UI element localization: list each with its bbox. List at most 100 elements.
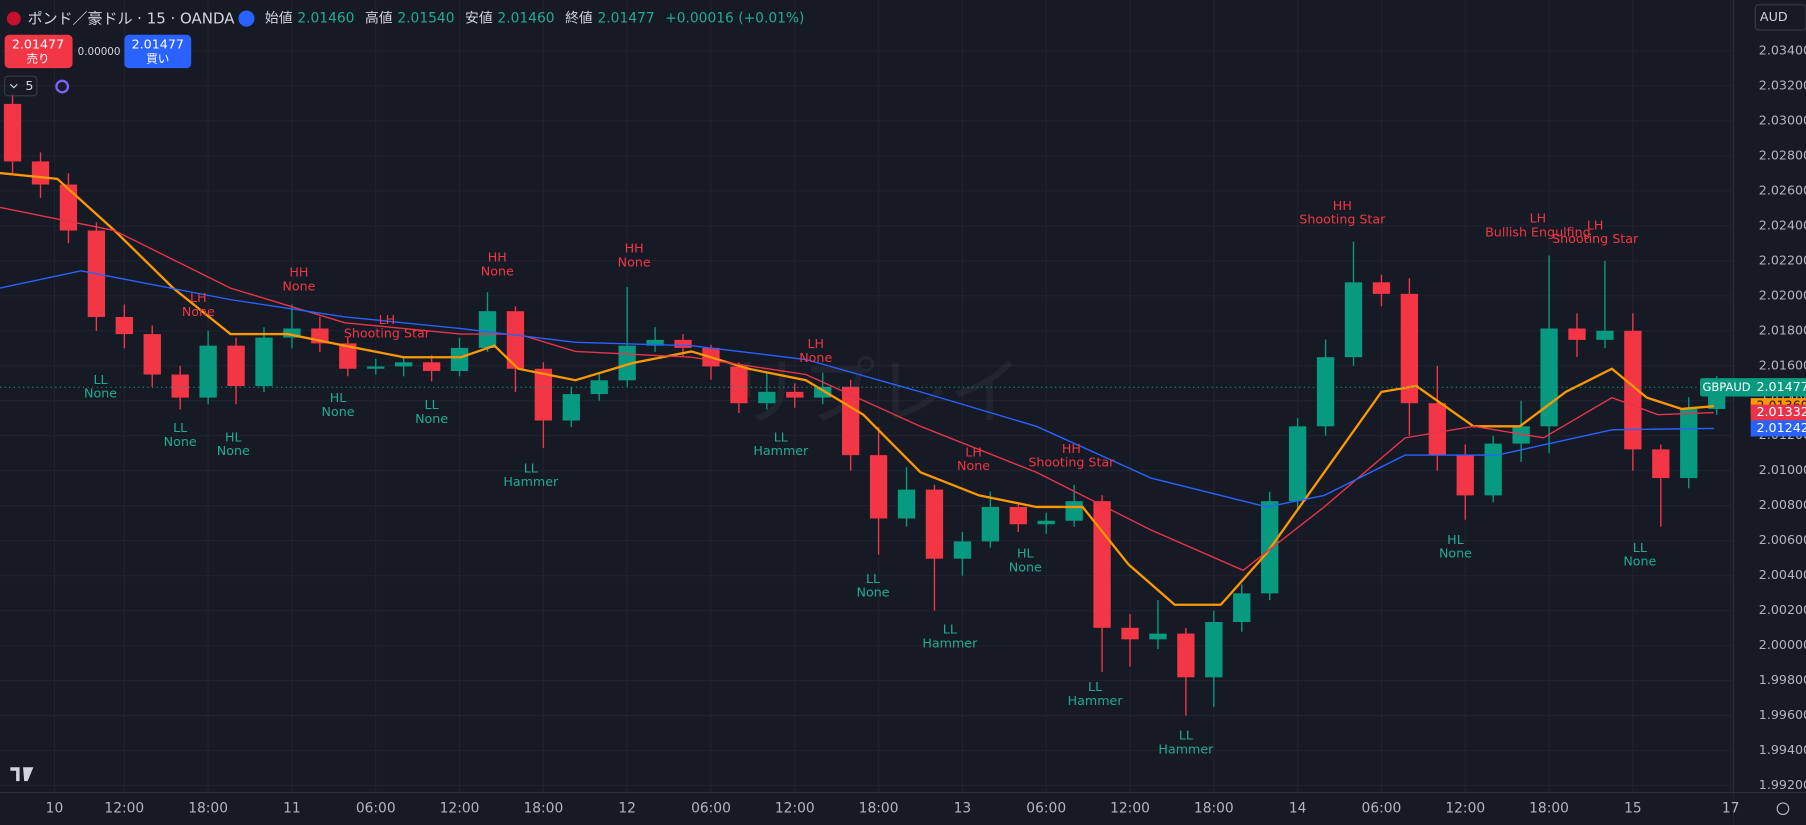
pivot-label: HH (1333, 198, 1352, 213)
ma-tag-label: 2.01242 (1756, 420, 1806, 435)
candle-body (1568, 328, 1586, 340)
ma-tag-label: 2.01332 (1756, 404, 1806, 419)
pattern-label: Shooting Star (1552, 231, 1639, 246)
plot-area: LLNoneLLNoneLHNoneHLNoneHHNoneHLNoneLHSh… (0, 94, 1734, 756)
ma-tag (1750, 404, 1806, 421)
candle-body (1316, 357, 1335, 427)
watermark: リプレイ (728, 351, 1023, 436)
candle-body (925, 489, 944, 559)
y-tick-label: 2.01000 (1759, 462, 1806, 477)
candle-body (1233, 593, 1251, 623)
buy-button[interactable] (124, 34, 192, 69)
ma-tag (1750, 420, 1806, 437)
y-tick-label: 2.00800 (1759, 497, 1806, 512)
logo[interactable] (10, 767, 34, 782)
pattern-label: Shooting Star (1028, 455, 1115, 470)
candle-body (450, 347, 469, 372)
pattern-label: None (415, 411, 448, 426)
pivot-label: LL (1633, 540, 1647, 555)
candle-body (674, 339, 692, 348)
x-tick-label: 12 (618, 801, 636, 817)
x-tick-label: 06:00 (1026, 801, 1066, 817)
spread: 0.00000 (78, 46, 121, 58)
pivot-label: HL (225, 429, 242, 444)
x-tick-label: 18:00 (859, 801, 899, 817)
candle-body (1484, 443, 1502, 496)
value: 2.01460 (497, 11, 554, 27)
pivot-label: LL (94, 372, 108, 387)
candle-body (227, 345, 245, 387)
candle-body (1205, 622, 1223, 678)
x-tick-label: 15 (1624, 801, 1642, 817)
label: 終値 (565, 11, 593, 27)
x-tick-label: 12:00 (1110, 801, 1150, 817)
y-tick-label: 2.00600 (1759, 532, 1806, 547)
candle-body (1428, 403, 1446, 456)
pivot-label: LL (524, 460, 538, 475)
pattern-label: None (1439, 546, 1472, 561)
y-tick-label: 2.01600 (1759, 357, 1806, 372)
y-tick-label: 2.03000 (1759, 112, 1806, 127)
candle-body (646, 339, 664, 346)
pivot-label: LL (425, 397, 439, 412)
candle-body (1456, 455, 1474, 496)
candle-body (395, 362, 413, 367)
pivot-label: LL (866, 571, 880, 586)
pivot-label: LH (965, 444, 982, 459)
value: 2.01540 (397, 11, 454, 27)
pattern-label: None (856, 585, 889, 600)
chevron (9, 83, 18, 89)
pivot-label: LH (1530, 211, 1547, 226)
time-axis-panel (0, 792, 1734, 825)
sell-button[interactable] (4, 34, 73, 69)
pattern-label: None (1009, 560, 1042, 575)
moving-average (0, 171, 1714, 606)
pattern-label: Hammer (1068, 693, 1124, 708)
x-tick-label: 18:00 (1529, 801, 1569, 817)
candle-body (255, 337, 273, 387)
pattern-label: None (217, 443, 250, 458)
pattern-label: None (84, 386, 117, 401)
candle-body (730, 366, 748, 404)
symbol[interactable]: ポンド／豪ドル · 15 · OANDA (28, 9, 236, 27)
candle-body (1037, 520, 1055, 525)
pivot-label: HH (625, 240, 644, 255)
sell-label: 売り (27, 51, 50, 65)
pivot-label: HL (330, 390, 347, 405)
pivot-label: HH (1062, 441, 1081, 456)
candle-body (1288, 426, 1307, 502)
indicator-toggle[interactable] (4, 75, 38, 97)
candle-body (786, 391, 804, 398)
settings-icon[interactable] (1776, 802, 1790, 816)
candle-body (814, 386, 832, 398)
pivot-label: HH (488, 250, 507, 265)
candle-body (1093, 501, 1111, 628)
value: 2.01460 (297, 11, 354, 27)
pattern-label: Hammer (753, 443, 809, 458)
candle-body (59, 184, 78, 231)
pattern-label: Hammer (922, 635, 978, 650)
x-tick-label: 12:00 (440, 801, 480, 817)
candle-body (981, 506, 999, 542)
replay-icon[interactable] (238, 10, 255, 27)
x-tick-label: 06:00 (1362, 801, 1402, 817)
x-tick-label: 06:00 (691, 801, 731, 817)
pattern-label: None (957, 458, 990, 473)
pivot-label: LL (1179, 728, 1193, 743)
pattern-label: None (481, 264, 514, 279)
y-tick-label: 2.02200 (1759, 252, 1806, 267)
candle-body (1512, 426, 1530, 444)
pattern-label: None (1623, 554, 1656, 569)
candle-body (1344, 282, 1363, 358)
candle-body (115, 316, 133, 335)
price-tag-label: 2.01477 (1756, 379, 1806, 394)
pivot-label: HL (1447, 532, 1464, 547)
x-tick-label: 06:00 (356, 801, 396, 817)
loading-icon (55, 79, 70, 94)
pattern-label: None (618, 254, 651, 269)
pivot-label: LL (943, 622, 957, 637)
y-tick-label: 2.00000 (1759, 637, 1806, 652)
